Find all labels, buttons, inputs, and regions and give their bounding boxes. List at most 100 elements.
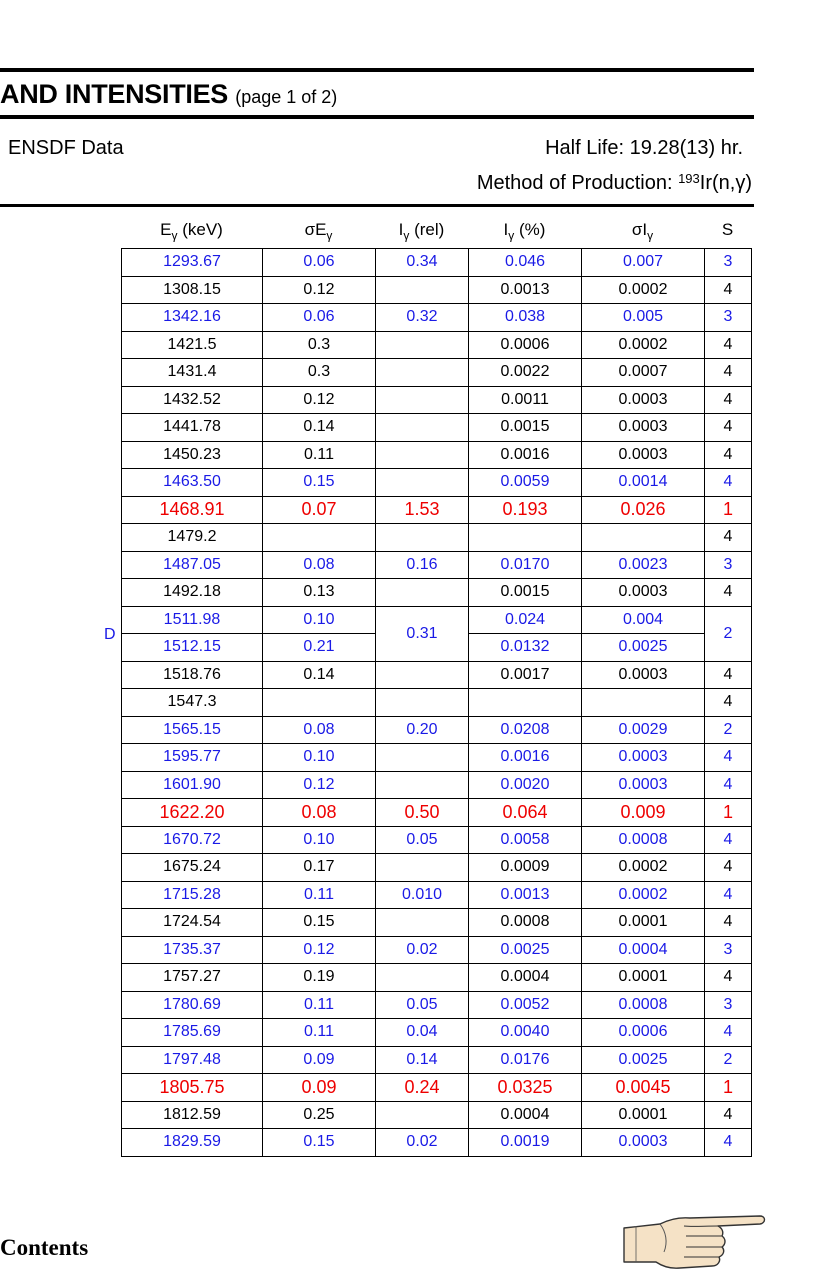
cell-s: 4 <box>704 330 752 359</box>
cell-sigma-energy: 0.3 <box>262 330 376 359</box>
cell-pct-intensity: 0.0176 <box>468 1045 582 1074</box>
cell-pct-intensity: 0.0025 <box>468 935 582 964</box>
cell-sigma-energy: 0.15 <box>262 468 376 497</box>
table-row: 1463.50 0.15 0.0059 0.0014 4 <box>121 468 752 497</box>
cell-sigma-intensity: 0.0003 <box>581 440 705 469</box>
cell-s: 4 <box>704 358 752 387</box>
cell-sigma-intensity: 0.0029 <box>581 715 705 744</box>
next-page-icon <box>623 1215 766 1269</box>
cell-sigma-energy: 0.09 <box>262 1045 376 1074</box>
cell-pct-intensity: 0.046 <box>468 248 582 277</box>
cell-sigma-intensity: 0.0008 <box>581 990 705 1019</box>
col-header-rel-intensity: Iγ (rel) <box>398 220 445 243</box>
cell-energy: 1670.72 <box>121 825 263 854</box>
cell-sigma-energy: 0.10 <box>262 605 376 634</box>
cell-sigma-energy: 0.15 <box>262 1128 376 1157</box>
cell-sigma-intensity: 0.0003 <box>581 770 705 799</box>
cell-sigma-energy: 0.11 <box>262 440 376 469</box>
cell-sigma-energy: 0.07 <box>262 495 376 524</box>
page-indicator: (page 1 of 2) <box>235 87 338 107</box>
cell-pct-intensity: 0.0040 <box>468 1018 582 1047</box>
cell-rel-intensity: 0.05 <box>375 990 469 1019</box>
cell-sigma-energy: 0.10 <box>262 743 376 772</box>
cell-rel-intensity: 0.02 <box>375 935 469 964</box>
table-row: 1431.4 0.3 0.0022 0.0007 4 <box>121 358 752 387</box>
cell-pct-intensity: 0.0013 <box>468 275 582 304</box>
table-row: 1308.15 0.12 0.0013 0.0002 4 <box>121 275 752 304</box>
cell-sigma-intensity: 0.0002 <box>581 275 705 304</box>
cell-sigma-intensity: 0.0025 <box>581 633 705 662</box>
cell-sigma-intensity: 0.0002 <box>581 880 705 909</box>
cell-energy: 1512.15 <box>121 633 263 662</box>
cell-s: 4 <box>704 770 752 799</box>
cell-rel-intensity: 0.14 <box>375 1045 469 1074</box>
title-text: AND INTENSITIES <box>0 79 229 109</box>
cell-sigma-intensity: 0.0003 <box>581 1128 705 1157</box>
cell-energy: 1812.59 <box>121 1100 263 1129</box>
cell-sigma-intensity: 0.007 <box>581 248 705 277</box>
cell-pct-intensity: 0.0058 <box>468 825 582 854</box>
cell-pct-intensity: 0.0017 <box>468 660 582 689</box>
cell-sigma-intensity: 0.0002 <box>581 330 705 359</box>
table-row: 1293.67 0.06 0.34 0.046 0.007 3 <box>121 248 752 277</box>
cell-rel-intensity: 0.24 <box>375 1073 469 1102</box>
cell-pct-intensity: 0.0019 <box>468 1128 582 1157</box>
cell-sigma-energy: 0.17 <box>262 853 376 882</box>
pointing-hand-icon[interactable] <box>622 1212 767 1279</box>
method-of-production: Method of Production: 193Ir(n,γ) <box>477 171 752 195</box>
cell-s: 2 <box>704 605 752 662</box>
table-row: 1518.76 0.14 0.0017 0.0003 4 <box>121 660 752 689</box>
cell-rel-intensity: 1.53 <box>375 495 469 524</box>
cell-energy: 1511.98 <box>121 605 263 634</box>
cell-sigma-intensity <box>581 688 705 717</box>
cell-energy: 1342.16 <box>121 303 263 332</box>
cell-sigma-energy: 0.14 <box>262 413 376 442</box>
table-row: 1675.24 0.17 0.0009 0.0002 4 <box>121 853 752 882</box>
cell-pct-intensity: 0.0022 <box>468 358 582 387</box>
cell-s: 4 <box>704 440 752 469</box>
table-row: 1715.28 0.11 0.010 0.0013 0.0002 4 <box>121 880 752 909</box>
cell-sigma-energy: 0.25 <box>262 1100 376 1129</box>
table-row: 1487.05 0.08 0.16 0.0170 0.0023 3 <box>121 550 752 579</box>
contents-link[interactable]: Contents <box>0 1235 89 1260</box>
cell-s: 4 <box>704 743 752 772</box>
cell-sigma-energy: 0.11 <box>262 880 376 909</box>
cell-pct-intensity: 0.0009 <box>468 853 582 882</box>
cell-energy: 1805.75 <box>121 1073 263 1102</box>
method-reaction: Ir(n,γ) <box>699 172 752 194</box>
cell-sigma-intensity: 0.0001 <box>581 963 705 992</box>
table-row: 1757.27 0.19 0.0004 0.0001 4 <box>121 963 752 992</box>
cell-pct-intensity: 0.0016 <box>468 743 582 772</box>
cell-pct-intensity: 0.0004 <box>468 1100 582 1129</box>
cell-sigma-energy: 0.3 <box>262 358 376 387</box>
cell-energy: 1421.5 <box>121 330 263 359</box>
cell-sigma-intensity: 0.0003 <box>581 385 705 414</box>
doublet-marker: D <box>104 626 116 643</box>
cell-rel-intensity: 0.02 <box>375 1128 469 1157</box>
col-header-sigma-intensity: σIγ <box>631 220 654 243</box>
cell-pct-intensity: 0.0020 <box>468 770 582 799</box>
cell-energy: 1479.2 <box>121 523 263 552</box>
cell-pct-intensity: 0.0015 <box>468 578 582 607</box>
cell-rel-intensity <box>375 440 469 469</box>
cell-sigma-intensity: 0.0003 <box>581 743 705 772</box>
cell-energy: 1518.76 <box>121 660 263 689</box>
cell-energy: 1487.05 <box>121 550 263 579</box>
cell-energy: 1547.3 <box>121 688 263 717</box>
cell-rel-intensity <box>375 330 469 359</box>
cell-s: 4 <box>704 523 752 552</box>
cell-energy: 1431.4 <box>121 358 263 387</box>
table-row: 1797.48 0.09 0.14 0.0176 0.0025 2 <box>121 1045 752 1074</box>
cell-energy: 1565.15 <box>121 715 263 744</box>
cell-rel-intensity <box>375 853 469 882</box>
cell-rel-intensity <box>375 385 469 414</box>
table-row: 1670.72 0.10 0.05 0.0058 0.0008 4 <box>121 825 752 854</box>
col-header-pct-intensity: Iγ (%) <box>503 220 546 243</box>
cell-sigma-intensity: 0.0006 <box>581 1018 705 1047</box>
cell-rel-intensity <box>375 743 469 772</box>
method-label: Method of Production: <box>476 172 679 194</box>
table-row: 1565.15 0.08 0.20 0.0208 0.0029 2 <box>121 715 752 744</box>
cell-s: 4 <box>704 413 752 442</box>
cell-s: 4 <box>704 688 752 717</box>
cell-s: 4 <box>704 1128 752 1157</box>
